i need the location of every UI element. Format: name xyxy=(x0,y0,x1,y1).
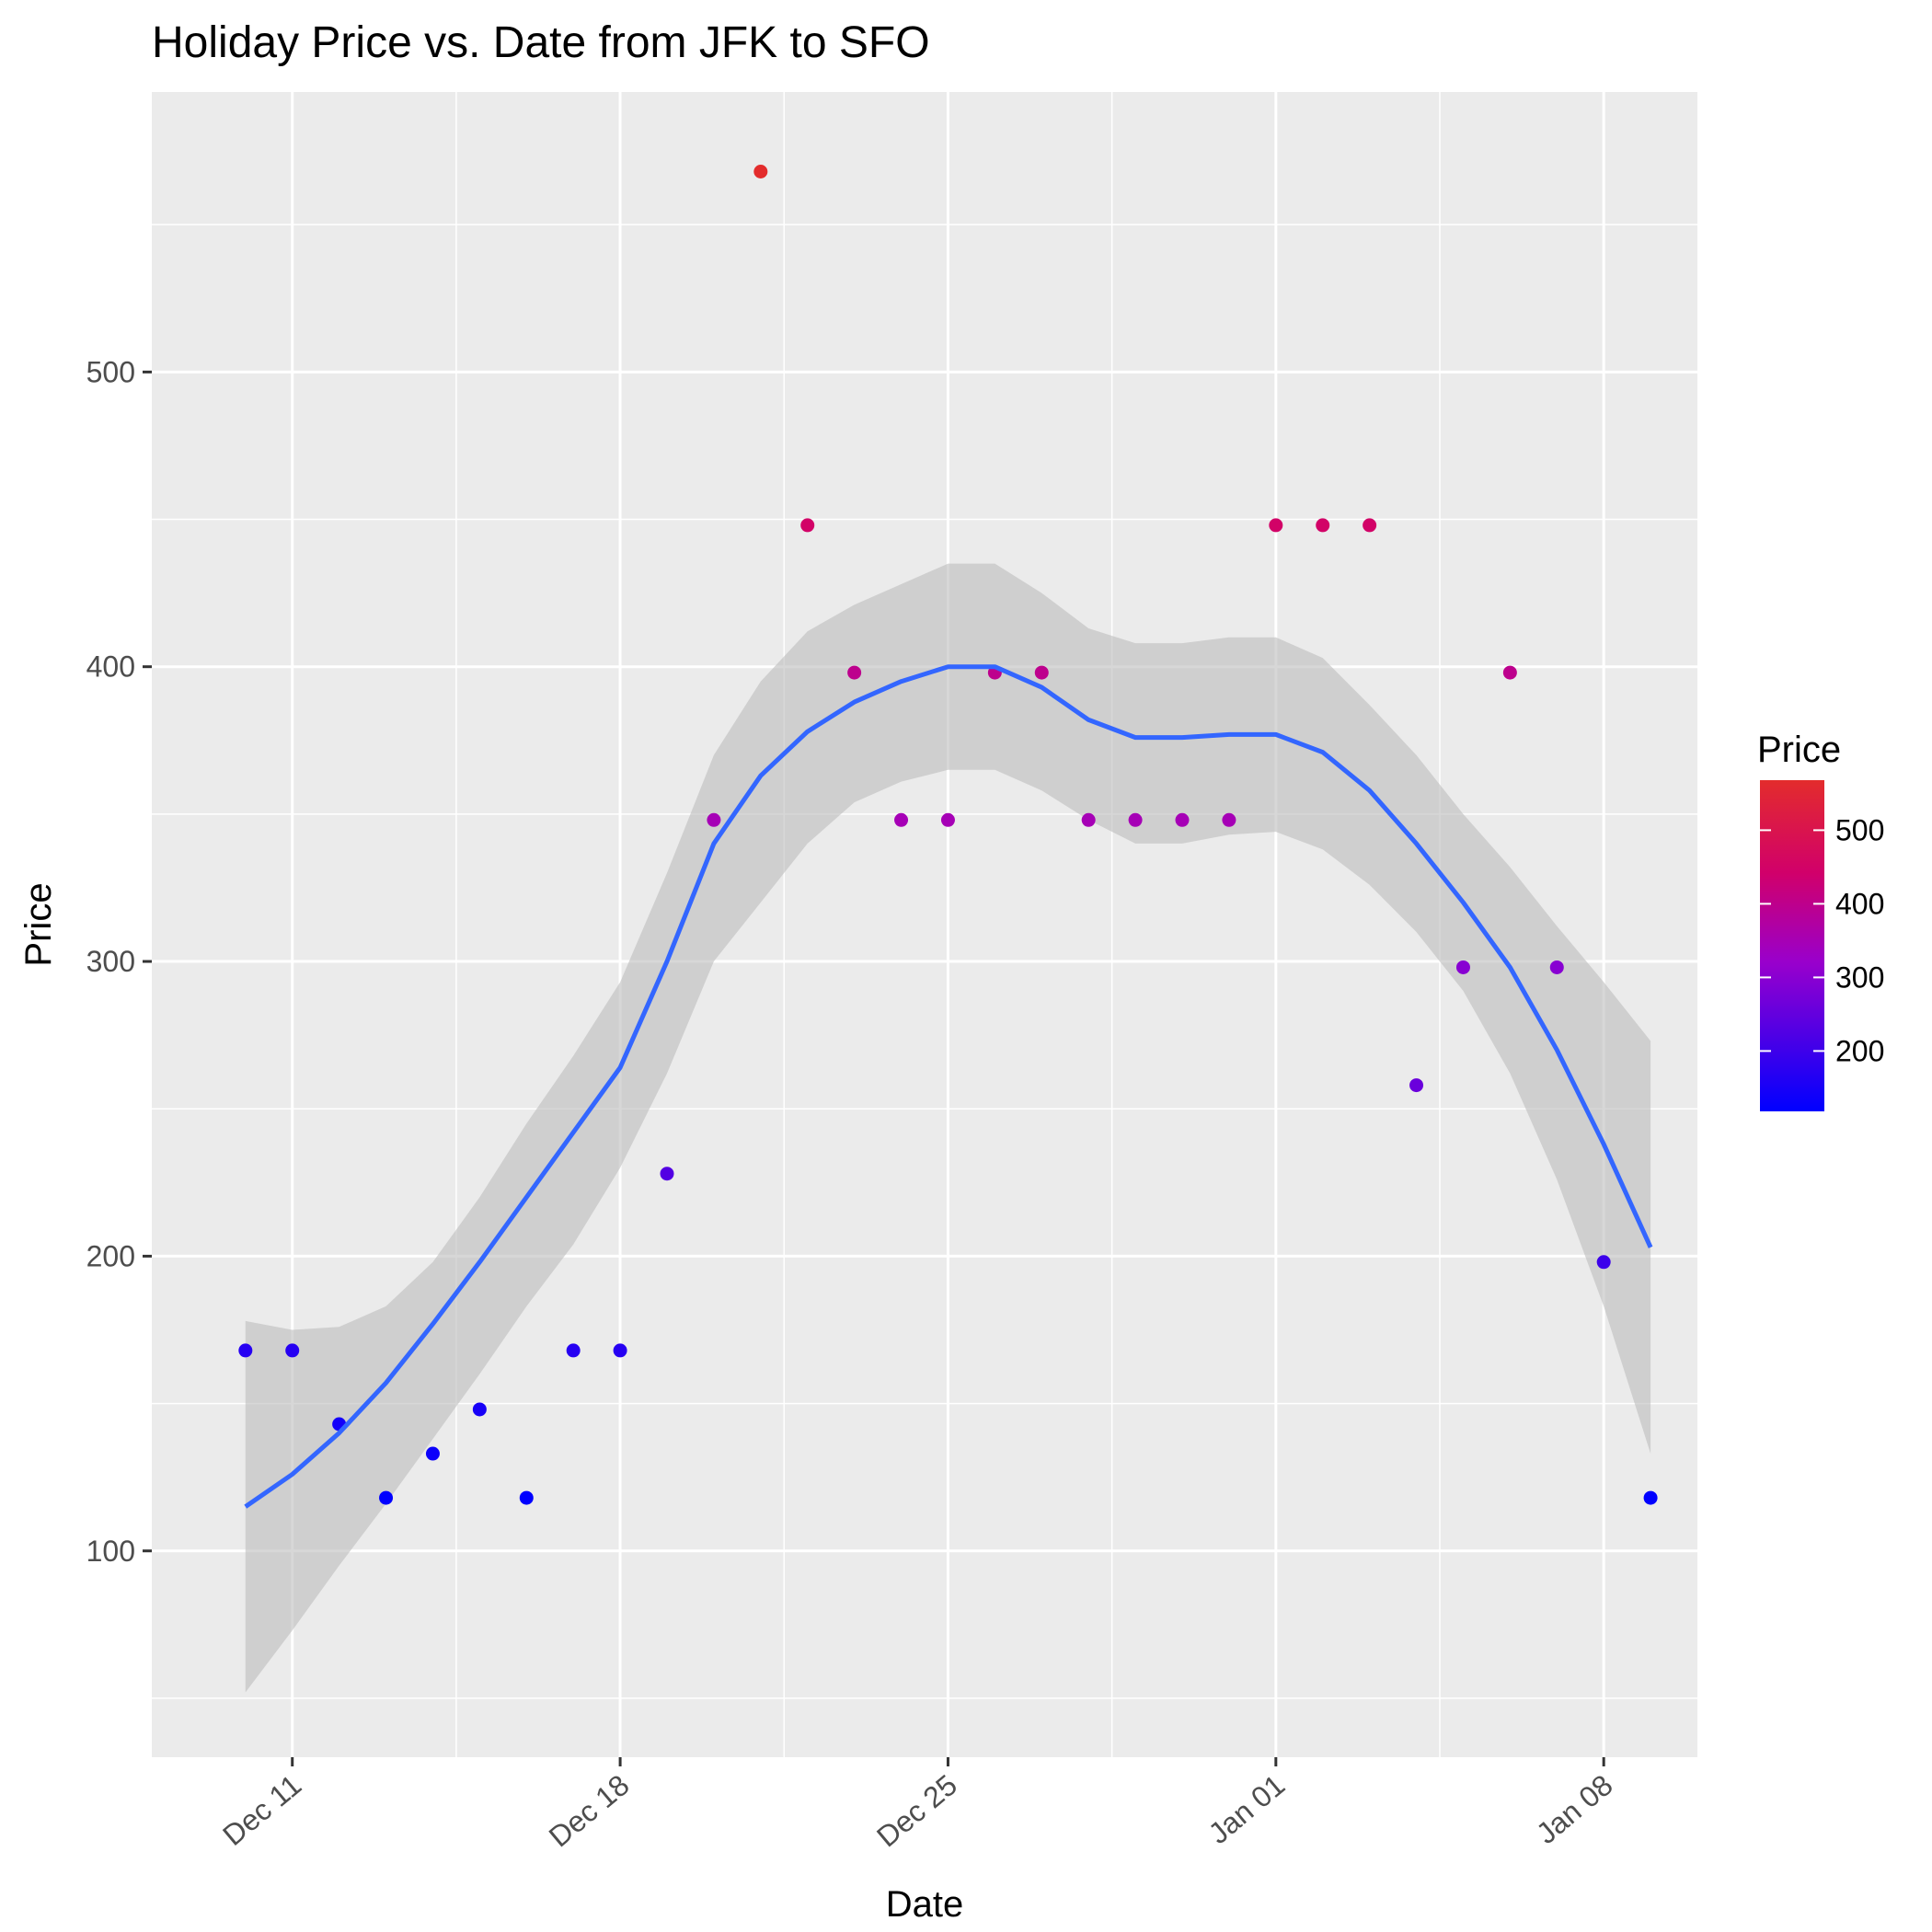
data-point xyxy=(753,164,768,178)
data-point xyxy=(1409,1078,1424,1093)
legend-title: Price xyxy=(1757,730,1841,770)
x-tick-label: Jan 08 xyxy=(1530,1768,1619,1850)
data-point xyxy=(238,1343,253,1358)
confidence-band xyxy=(245,563,1651,1693)
data-point xyxy=(1316,518,1330,533)
y-tick-label: 100 xyxy=(86,1535,135,1568)
data-point xyxy=(1034,665,1049,680)
legend-colorbar xyxy=(1760,780,1824,1111)
color-legend: Price 200 300 400 500 xyxy=(1757,730,1884,1111)
data-point xyxy=(894,812,909,827)
y-axis: 100 200 300 400 500 xyxy=(86,355,152,1568)
legend-tick-label: 400 xyxy=(1835,887,1884,920)
data-point xyxy=(1549,960,1564,974)
x-axis-title: Date xyxy=(886,1884,964,1925)
confidence-band-area xyxy=(245,563,1651,1693)
data-point xyxy=(1455,960,1470,974)
data-point xyxy=(707,812,721,827)
data-point xyxy=(940,812,955,827)
smooth-line xyxy=(244,664,1653,1509)
data-point xyxy=(285,1343,300,1358)
data-point xyxy=(1175,812,1190,827)
y-tick-label: 500 xyxy=(86,355,135,388)
data-point xyxy=(800,518,815,533)
data-point xyxy=(1363,518,1377,533)
data-point xyxy=(1596,1255,1611,1270)
data-point xyxy=(1222,812,1236,827)
data-point xyxy=(566,1343,581,1358)
data-point xyxy=(379,1490,394,1505)
data-point xyxy=(1643,1490,1658,1505)
x-tick-label: Dec 11 xyxy=(216,1768,307,1852)
y-tick-label: 300 xyxy=(86,945,135,978)
chart-title: Holiday Price vs. Date from JFK to SFO xyxy=(152,18,930,67)
data-point xyxy=(613,1343,627,1358)
y-axis-title: Price xyxy=(18,882,59,966)
data-point xyxy=(1502,665,1517,680)
x-axis: Dec 11 Dec 18 Dec 25 Jan 01 Jan 08 xyxy=(216,1757,1619,1854)
x-tick-label: Jan 01 xyxy=(1202,1768,1292,1850)
data-point xyxy=(1269,518,1283,533)
points xyxy=(238,164,1658,1505)
x-tick-label: Dec 25 xyxy=(870,1768,963,1854)
data-point xyxy=(1081,812,1096,827)
legend-tick-label: 200 xyxy=(1835,1034,1884,1067)
data-point xyxy=(660,1167,674,1181)
data-point xyxy=(847,665,862,680)
data-point xyxy=(425,1446,440,1461)
legend-tick-label: 300 xyxy=(1835,960,1884,994)
x-tick-label: Dec 18 xyxy=(543,1768,636,1854)
smooth-fit-line xyxy=(244,664,1653,1509)
data-point xyxy=(1128,812,1143,827)
legend-tick-label: 500 xyxy=(1835,813,1884,846)
data-point xyxy=(519,1490,534,1505)
y-tick-label: 200 xyxy=(86,1239,135,1272)
data-point xyxy=(472,1402,487,1417)
y-tick-label: 400 xyxy=(86,650,135,684)
